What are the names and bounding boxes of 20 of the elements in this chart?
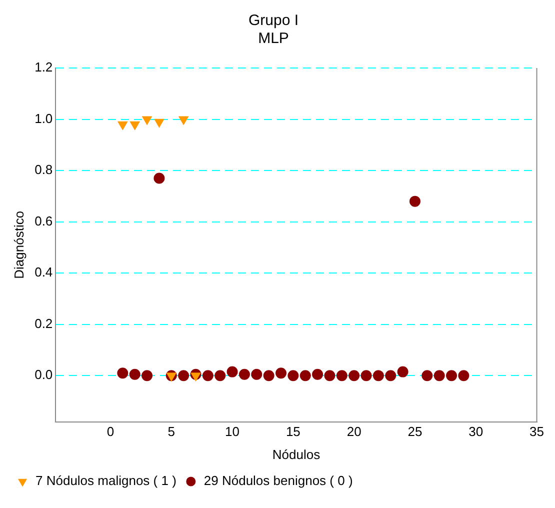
x-tick-label: 30 [468,424,484,440]
legend-label: 29 Nódulos benignos ( 0 ) [204,473,353,488]
y-tick-label: 0.6 [34,213,53,228]
x-tick-label: 10 [225,424,240,440]
x-tick-label: 20 [346,424,362,440]
y-tick-label: 0.8 [34,162,53,178]
chart-title: Grupo I MLP [248,12,299,48]
y-tick-label: 0.0 [34,367,53,382]
y-tick-label: 1.2 [34,60,53,75]
y-tick-label: 0.2 [34,316,53,331]
y-tick-label: 1.0 [34,110,53,126]
y-axis-title: Diagnóstico [11,210,26,279]
x-tick-label: 15 [286,424,300,440]
y-tick-label: 0.4 [34,264,53,280]
x-tick-label: 0 [106,424,114,440]
legend-label: 7 Nódulos malignos ( 1 ) [36,473,176,488]
x-axis-title: Nódulos [272,446,321,462]
x-tick-label: 35 [530,424,544,440]
x-tick-label: 5 [168,424,175,440]
x-tick-label: 25 [408,424,422,440]
